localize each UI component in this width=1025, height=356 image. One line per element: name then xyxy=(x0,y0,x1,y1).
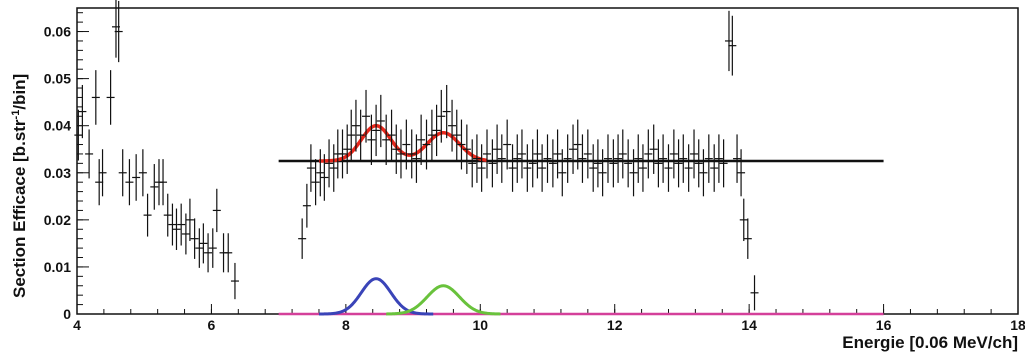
x-tick-label: 4 xyxy=(73,317,81,333)
axis-tick-labels: 4 6 8 10 12 14 16 18 0 0.01 0.02 0.03 0.04 0.05 0.06 xyxy=(44,24,1025,333)
x-tick-label: 8 xyxy=(342,317,350,333)
y-tick-label: 0 xyxy=(63,306,71,322)
x-tick-label: 18 xyxy=(1010,317,1025,333)
x-tick-label: 16 xyxy=(876,317,892,333)
x-tick-label: 10 xyxy=(472,317,488,333)
y-axis-label-main: Section Efficace [b.str xyxy=(10,119,29,298)
y-axis-label-sup: -1 xyxy=(10,110,22,120)
y-tick-label: 0.03 xyxy=(44,165,71,181)
x-axis-label: Energie [0.06 MeV/ch] xyxy=(842,333,1018,352)
y-tick-label: 0.02 xyxy=(44,212,71,228)
peak-fit-curve-1 xyxy=(318,277,434,316)
y-tick-label: 0.06 xyxy=(44,24,71,40)
y-tick-label: 0.05 xyxy=(44,71,71,87)
y-axis-label-end: /bin] xyxy=(10,74,29,110)
x-tick-label: 12 xyxy=(607,317,623,333)
axis-ticks xyxy=(76,12,1019,315)
peak-fit-curve-2 xyxy=(386,284,501,316)
fit-curves xyxy=(278,123,884,316)
x-tick-label: 14 xyxy=(741,317,757,333)
x-tick-label: 6 xyxy=(208,317,216,333)
y-tick-label: 0.01 xyxy=(44,259,71,275)
data-points xyxy=(74,0,759,311)
y-tick-label: 0.04 xyxy=(44,118,71,134)
y-axis-label: Section Efficace [b.str-1/bin] xyxy=(10,74,29,298)
